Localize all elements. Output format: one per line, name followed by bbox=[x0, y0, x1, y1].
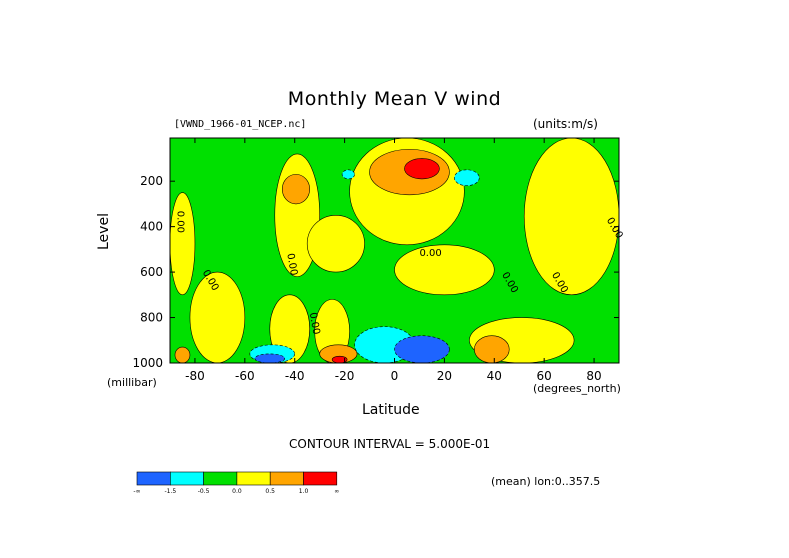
x-axis-unit: (degrees_north) bbox=[533, 382, 621, 395]
region-cyan-21 bbox=[341, 169, 355, 180]
colorbar-swatch bbox=[236, 471, 271, 486]
colorbar-label: 0.5 bbox=[265, 488, 275, 495]
colorbar-label: -1.5 bbox=[164, 488, 176, 495]
x-tick-label: 20 bbox=[437, 369, 452, 383]
region-blue-22 bbox=[394, 335, 450, 364]
y-axis-unit: (millibar) bbox=[107, 376, 157, 389]
region-orange-11 bbox=[281, 174, 310, 205]
region-yellow-9 bbox=[523, 137, 620, 296]
dataset-label: [VWND_1966-01_NCEP.nc] bbox=[174, 119, 307, 130]
region-yellow-10 bbox=[306, 214, 365, 273]
y-tick-label: 200 bbox=[140, 174, 163, 188]
colorbar-swatch bbox=[203, 471, 238, 486]
x-axis-label: Latitude bbox=[362, 402, 420, 418]
x-tick-label: -40 bbox=[285, 369, 305, 383]
region-yellow-7 bbox=[394, 244, 495, 296]
colorbar-label: 1.0 bbox=[299, 488, 309, 495]
colorbar-label: -∞ bbox=[133, 488, 140, 495]
x-tick-label: -60 bbox=[235, 369, 255, 383]
x-tick-label: 80 bbox=[586, 369, 601, 383]
y-tick-label: 600 bbox=[140, 265, 163, 279]
region-orange-15 bbox=[174, 346, 191, 364]
colorbar: -∞ -1.5 -0.5 0.0 0.5 1.0 ∞ bbox=[133, 471, 339, 495]
x-tick-label: 40 bbox=[487, 369, 502, 383]
contour-label-0: 0.00 bbox=[174, 211, 185, 233]
colorbar-label: -0.5 bbox=[198, 488, 210, 495]
x-tick-label: 60 bbox=[537, 369, 552, 383]
region-cyan-20 bbox=[454, 169, 480, 187]
x-tick-label: 0 bbox=[391, 369, 399, 383]
y-tick-label: 1000 bbox=[132, 356, 163, 370]
colorbar-swatch bbox=[136, 471, 171, 486]
colorbar-label: 0.0 bbox=[232, 488, 242, 495]
region-orange-14 bbox=[474, 335, 510, 364]
units-label: (units:m/s) bbox=[533, 117, 598, 131]
colorbar-swatch bbox=[170, 471, 204, 486]
region-blue-23 bbox=[254, 353, 286, 364]
x-tick-label: -20 bbox=[335, 369, 355, 383]
x-tick-label: -80 bbox=[185, 369, 205, 383]
y-tick-label: 400 bbox=[140, 220, 163, 234]
x-ticks: -80 -60 -40 -20 0 20 40 60 80 bbox=[185, 138, 602, 383]
y-tick-label: 800 bbox=[140, 311, 163, 325]
mean-note: (mean) lon:0..357.5 bbox=[491, 475, 601, 488]
y-ticks: 200 400 600 800 1000 bbox=[132, 174, 619, 370]
colorbar-swatch bbox=[269, 471, 304, 486]
contour-label-4: 0.00 bbox=[419, 248, 441, 259]
contour-label-3: 0.00 bbox=[307, 312, 322, 336]
region-red-16 bbox=[404, 158, 440, 180]
shaded-regions bbox=[169, 137, 620, 364]
contour-label-2: 0.00 bbox=[284, 253, 299, 277]
chart-title: Monthly Mean V wind bbox=[287, 88, 502, 110]
region-yellow-1 bbox=[169, 192, 196, 296]
colorbar-label: ∞ bbox=[334, 488, 339, 495]
contour-interval-label: CONTOUR INTERVAL = 5.000E-01 bbox=[289, 437, 491, 451]
colorbar-swatch bbox=[303, 471, 338, 486]
